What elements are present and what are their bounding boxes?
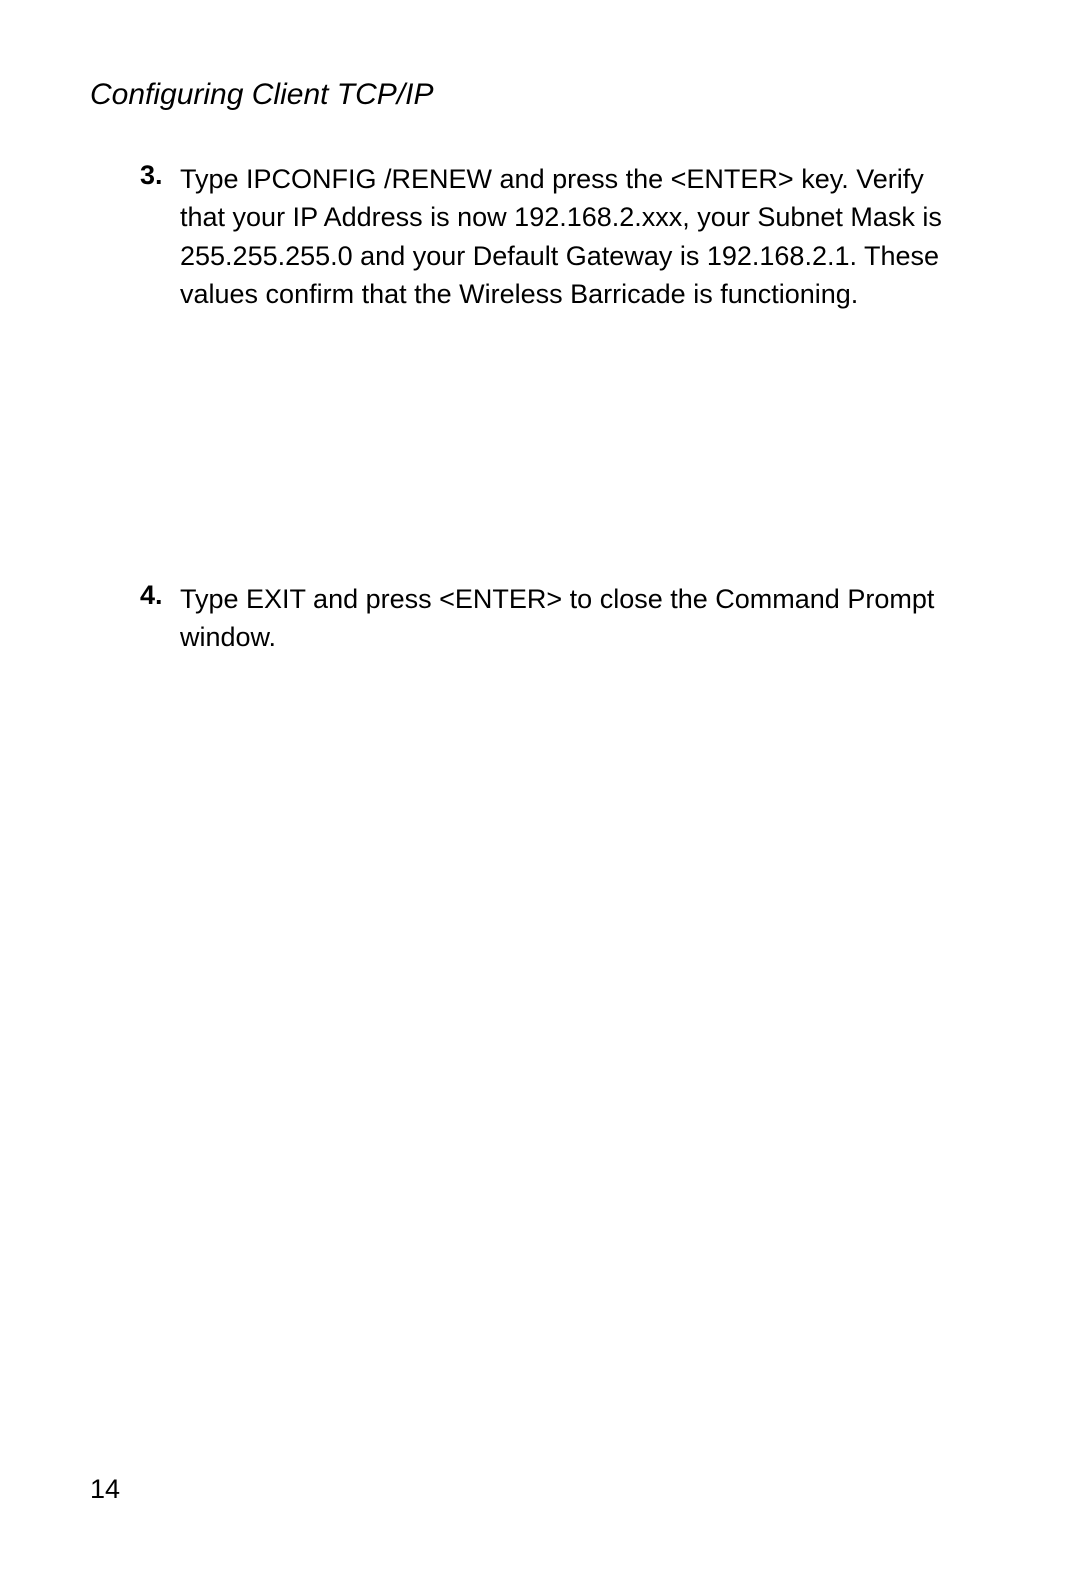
page-number: 14	[90, 1474, 120, 1505]
page-title: Configuring Client TCP/IP	[90, 78, 433, 112]
page-container: Configuring Client TCP/IP 3. Type IPCONF…	[0, 0, 1080, 1570]
step-4-text: Type EXIT and press <ENTER> to close the…	[180, 580, 970, 657]
step-4-number: 4.	[140, 580, 163, 611]
step-3-number: 3.	[140, 160, 163, 191]
step-3-text: Type IPCONFIG /RENEW and press the <ENTE…	[180, 160, 970, 313]
